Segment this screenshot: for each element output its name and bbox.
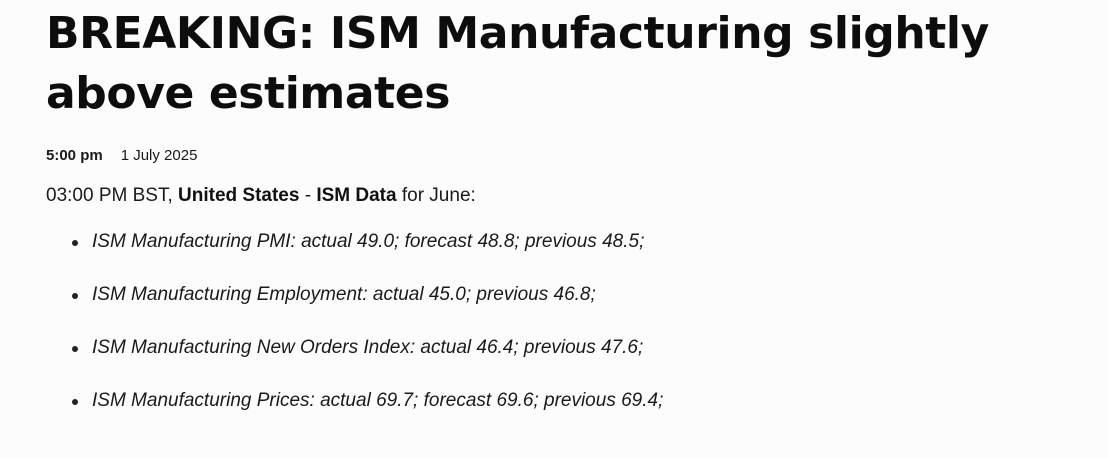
intro-dataset: ISM Data [316, 185, 397, 206]
bullet-dot-icon [72, 293, 78, 299]
list-item: ISM Manufacturing Employment: actual 45.… [72, 283, 1078, 307]
publish-time: 5:00 pm [46, 147, 103, 164]
headline: BREAKING: ISM Manufacturing slightly abo… [46, 8, 989, 119]
data-list: ISM Manufacturing PMI: actual 49.0; fore… [46, 230, 1078, 413]
list-item-text: ISM Manufacturing Prices: actual 69.7; f… [92, 390, 664, 411]
list-item: ISM Manufacturing New Orders Index: actu… [72, 336, 1078, 360]
list-item: ISM Manufacturing Prices: actual 69.7; f… [72, 389, 1078, 413]
bullet-dot-icon [72, 399, 78, 405]
list-item-text: ISM Manufacturing Employment: actual 45.… [92, 284, 596, 305]
list-item: ISM Manufacturing PMI: actual 49.0; fore… [72, 230, 1078, 254]
publish-date: 1 July 2025 [120, 147, 198, 164]
list-item-text: ISM Manufacturing New Orders Index: actu… [92, 337, 644, 358]
intro-country: United States [178, 185, 300, 206]
article-meta: 5:00 pm 1 July 2025 [46, 146, 1078, 166]
bullet-dot-icon [72, 240, 78, 246]
intro-time: 03:00 PM BST, [46, 185, 179, 206]
intro-line: 03:00 PM BST, United States - ISM Data f… [46, 184, 1078, 208]
bullet-dot-icon [72, 346, 78, 352]
intro-separator: - [299, 185, 317, 206]
intro-suffix: for June: [396, 185, 476, 206]
list-item-text: ISM Manufacturing PMI: actual 49.0; fore… [92, 231, 645, 252]
